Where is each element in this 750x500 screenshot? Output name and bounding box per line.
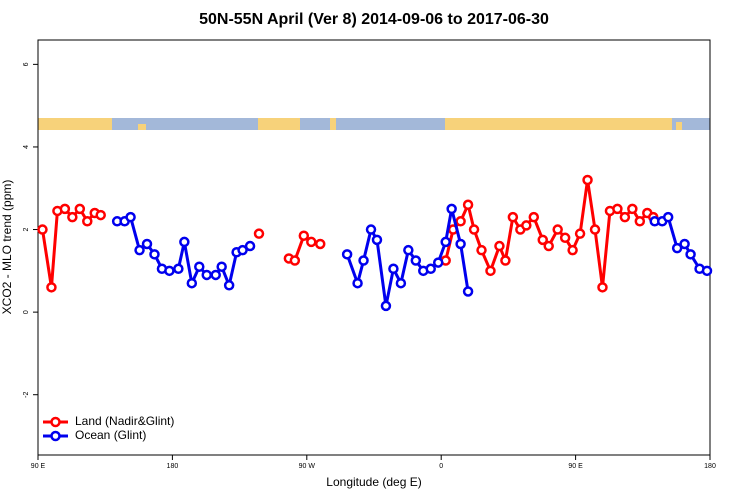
x-axis-label: Longitude (deg E) bbox=[326, 475, 421, 489]
y-tick-label: 6 bbox=[23, 62, 30, 66]
plot-frame bbox=[37, 39, 711, 456]
data-point bbox=[507, 211, 519, 223]
data-point bbox=[201, 269, 212, 281]
data-point bbox=[425, 263, 436, 275]
data-point bbox=[141, 238, 153, 250]
data-point bbox=[537, 234, 548, 246]
data-point bbox=[352, 277, 363, 289]
data-point bbox=[589, 224, 601, 235]
data-point bbox=[552, 224, 563, 235]
y-tick-label: 4 bbox=[23, 145, 30, 149]
x-tick-label: 180 bbox=[704, 463, 716, 470]
data-point bbox=[395, 277, 407, 289]
data-point bbox=[612, 203, 623, 215]
data-point bbox=[74, 203, 86, 215]
data-point bbox=[403, 244, 414, 256]
data-point bbox=[468, 224, 480, 235]
data-point bbox=[365, 224, 377, 235]
data-point bbox=[314, 238, 326, 250]
data-point bbox=[37, 224, 48, 235]
x-tick-label: 90 E bbox=[31, 463, 46, 470]
data-point bbox=[95, 209, 106, 221]
data-point bbox=[582, 174, 593, 186]
data-point bbox=[210, 269, 221, 281]
data-point bbox=[371, 234, 383, 246]
data-point bbox=[341, 249, 353, 260]
data-point bbox=[440, 236, 451, 248]
data-point bbox=[494, 240, 505, 252]
data-point bbox=[194, 261, 205, 272]
data-point bbox=[173, 263, 184, 275]
data-point bbox=[679, 238, 690, 250]
legend-label: Land (Nadir&Glint) bbox=[75, 414, 174, 428]
data-point bbox=[671, 242, 683, 254]
data-point bbox=[186, 277, 198, 289]
data-point bbox=[380, 300, 392, 312]
y-tick-label: 0 bbox=[23, 310, 30, 314]
data-point bbox=[67, 211, 78, 223]
data-point bbox=[244, 240, 256, 252]
data-point bbox=[358, 255, 369, 266]
data-point bbox=[237, 244, 248, 256]
data-point bbox=[559, 232, 571, 244]
data-point bbox=[179, 236, 190, 248]
data-point bbox=[521, 220, 532, 231]
data-point bbox=[462, 286, 474, 297]
data-point bbox=[455, 216, 466, 227]
x-tick-label: 90 W bbox=[299, 463, 316, 470]
data-point bbox=[289, 255, 301, 266]
data-point bbox=[446, 203, 457, 215]
data-point bbox=[627, 203, 638, 215]
data-point bbox=[574, 228, 586, 239]
data-point bbox=[253, 228, 265, 239]
x-tick-label: 0 bbox=[439, 463, 443, 470]
data-point bbox=[306, 236, 317, 248]
y-tick-label: -2 bbox=[23, 391, 30, 397]
data-point bbox=[82, 216, 93, 227]
data-point bbox=[298, 230, 310, 241]
data-point bbox=[567, 244, 578, 256]
y-axis-label: XCO2 - MLO trend (ppm) bbox=[0, 180, 14, 315]
data-point bbox=[223, 280, 235, 291]
chart-title: 50N-55N April (Ver 8) 2014-09-06 to 2017… bbox=[199, 11, 549, 28]
legend-marker bbox=[50, 430, 61, 442]
data-point bbox=[46, 282, 57, 293]
data-point bbox=[432, 257, 444, 268]
data-point bbox=[701, 265, 713, 277]
data-point bbox=[619, 211, 631, 223]
x-tick-label: 90 E bbox=[568, 463, 583, 470]
data-point bbox=[164, 265, 175, 277]
data-point bbox=[500, 255, 511, 266]
data-point bbox=[476, 244, 487, 256]
data-point bbox=[543, 240, 554, 252]
data-point bbox=[216, 261, 227, 272]
data-point bbox=[528, 211, 540, 223]
data-point bbox=[410, 255, 422, 266]
legend-label: Ocean (Glint) bbox=[75, 428, 146, 442]
data-point bbox=[485, 265, 496, 277]
data-point bbox=[59, 203, 71, 215]
data-point bbox=[134, 244, 145, 256]
legend-marker bbox=[50, 416, 61, 428]
data-point bbox=[462, 199, 474, 211]
data-point bbox=[125, 211, 136, 223]
x-tick-label: 180 bbox=[167, 463, 179, 470]
land-ocean-strip bbox=[38, 118, 710, 130]
data-point bbox=[634, 216, 646, 227]
y-tick-label: 2 bbox=[23, 227, 30, 231]
data-point bbox=[597, 282, 608, 293]
data-point bbox=[149, 249, 160, 260]
data-point bbox=[662, 211, 674, 223]
data-point bbox=[388, 263, 399, 275]
data-point bbox=[455, 238, 466, 250]
data-point bbox=[685, 249, 696, 260]
